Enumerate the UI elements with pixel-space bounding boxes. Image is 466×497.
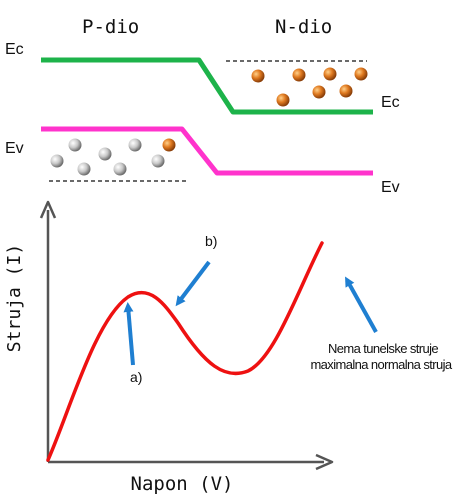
- y-axis-arrowhead: [39, 200, 57, 219]
- electron: [339, 84, 353, 98]
- n-region-label: N-dio: [275, 16, 332, 38]
- valence-band-line: [41, 126, 373, 176]
- holes-group: [50, 138, 165, 176]
- arrow-a: [123, 302, 135, 366]
- note-line-1: Nema tunelske struje: [328, 341, 438, 356]
- hole: [113, 162, 127, 176]
- hole: [50, 154, 64, 168]
- ec-right-label: Ec: [381, 94, 400, 111]
- arrow-no-tunnel: [345, 276, 378, 333]
- electron: [354, 67, 368, 81]
- ec-left-label: Ec: [5, 41, 24, 58]
- x-axis-arrowhead: [315, 453, 334, 471]
- hole: [98, 147, 112, 161]
- arrow-b: [175, 260, 211, 307]
- label-b: b): [205, 233, 217, 249]
- x-axis-label: Napon (V): [131, 473, 234, 495]
- electron: [323, 67, 337, 81]
- note-line-2: maximalna normalna struja: [310, 357, 452, 372]
- hole: [128, 138, 142, 152]
- label-a: a): [130, 369, 142, 385]
- electron: [276, 93, 290, 107]
- electron: [292, 68, 306, 82]
- electron: [162, 138, 176, 152]
- electrons-group: [162, 67, 368, 152]
- hole: [151, 154, 165, 168]
- y-axis-label: Struja (I): [4, 244, 25, 352]
- conduction-band-line: [41, 57, 373, 115]
- ev-left-label: Ev: [5, 140, 24, 157]
- electron: [312, 85, 326, 99]
- ev-right-label: Ev: [381, 179, 400, 196]
- band-diagram: P-dio N-dio Ec Ev Ec Ev: [5, 16, 400, 196]
- hole: [77, 162, 91, 176]
- iv-graph: Struja (I) Napon (V) a) b) Nema tunelske…: [4, 200, 453, 495]
- electron: [251, 69, 265, 83]
- iv-curve: [46, 241, 324, 462]
- hole: [68, 138, 82, 152]
- p-region-label: P-dio: [82, 16, 139, 38]
